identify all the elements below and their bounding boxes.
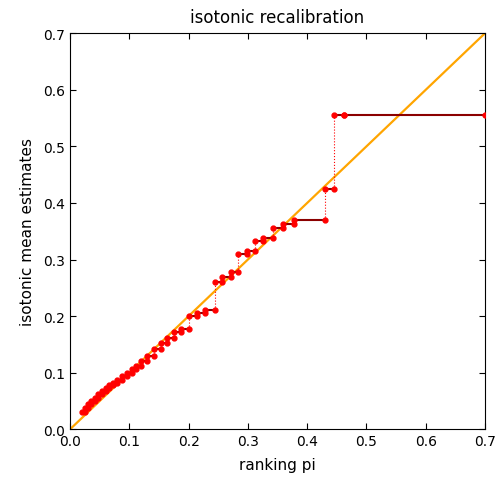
Y-axis label: isotonic mean estimates: isotonic mean estimates	[20, 138, 35, 325]
Title: isotonic recalibration: isotonic recalibration	[190, 9, 364, 27]
X-axis label: ranking pi: ranking pi	[239, 457, 316, 471]
